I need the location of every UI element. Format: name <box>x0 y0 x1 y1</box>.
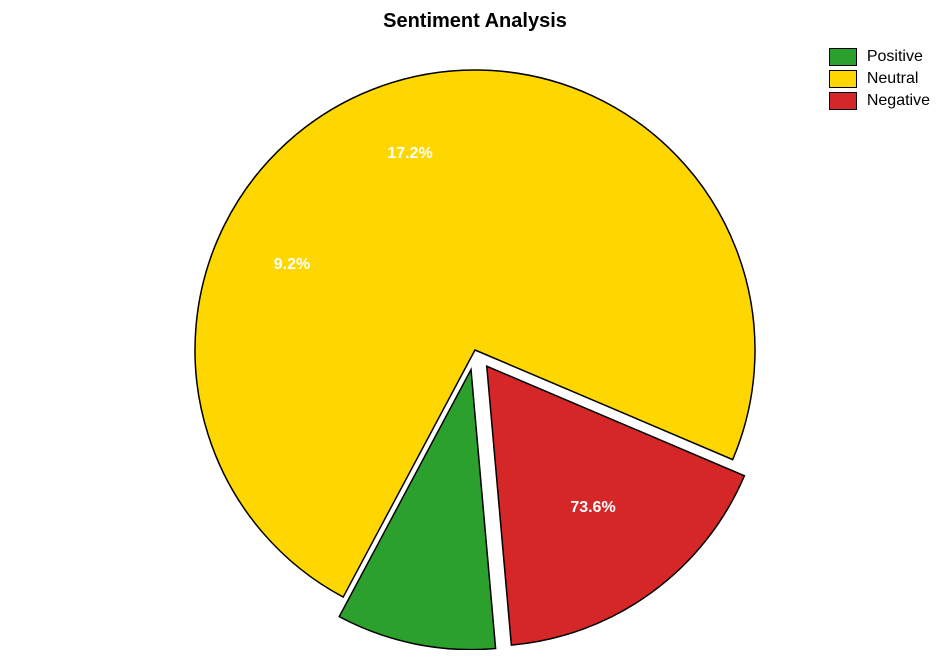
legend-item-positive: Positive <box>829 48 930 66</box>
legend-swatch-neutral <box>829 70 857 88</box>
chart-title: Sentiment Analysis <box>0 10 950 33</box>
legend-label-neutral: Neutral <box>867 70 919 88</box>
legend-item-neutral: Neutral <box>829 70 930 88</box>
pie-label-neutral: 73.6% <box>570 499 615 517</box>
pie-label-positive: 9.2% <box>274 256 310 274</box>
chart-legend: Positive Neutral Negative <box>829 48 930 114</box>
pie-label-negative: 17.2% <box>387 145 432 163</box>
legend-swatch-positive <box>829 48 857 66</box>
legend-swatch-negative <box>829 92 857 110</box>
legend-label-negative: Negative <box>867 92 930 110</box>
pie-chart: 9.2% 73.6% 17.2% <box>175 50 775 650</box>
legend-item-negative: Negative <box>829 92 930 110</box>
legend-label-positive: Positive <box>867 48 923 66</box>
